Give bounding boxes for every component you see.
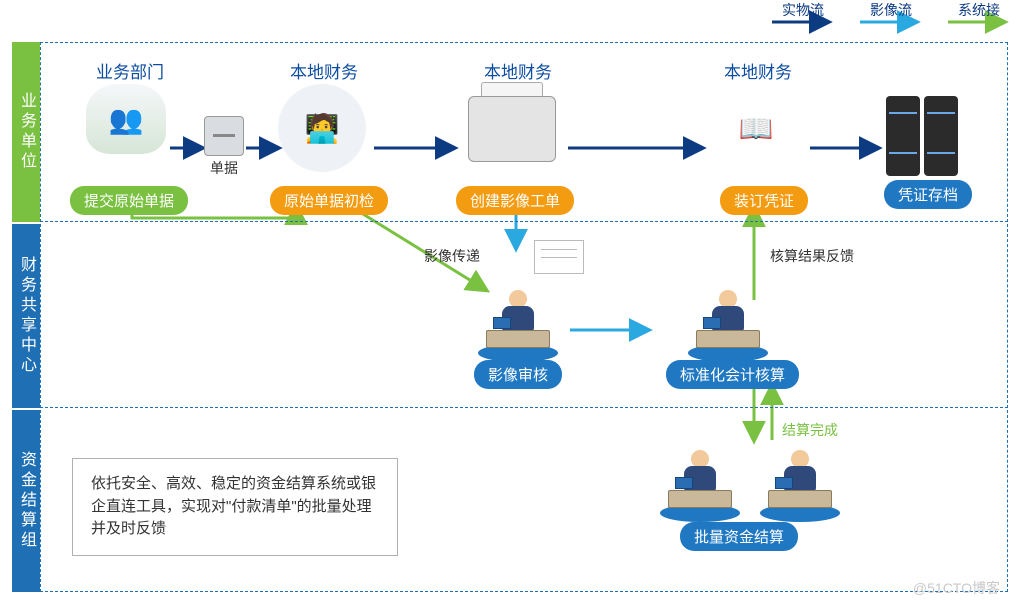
- edge-image-transfer: 影像传递: [424, 246, 480, 266]
- node-bind-voucher: 装订凭证: [720, 186, 808, 215]
- node-image-review: 影像审核: [474, 360, 562, 389]
- worker-review: [478, 290, 558, 362]
- server-icon-1: [886, 96, 920, 176]
- edge-audit-feedback: 核算结果反馈: [770, 246, 854, 266]
- server-icon-2: [924, 96, 958, 176]
- legend-system-label: 系统接: [958, 0, 1000, 20]
- printer-icon: [468, 96, 556, 162]
- header-local1: 本地财务: [290, 58, 358, 83]
- node-initial-check: 原始单据初检: [270, 186, 388, 215]
- people-icon: 👥: [86, 84, 166, 154]
- node-batch-settlement: 批量资金结算: [680, 522, 798, 551]
- note-box: 依托安全、高效、稳定的资金结算系统或银企直连工具，实现对"付款清单"的批量处理并…: [72, 458, 398, 556]
- legend-physical-label: 实物流: [782, 0, 824, 20]
- drive-icon: [204, 116, 244, 156]
- diagram-canvas: 实物流 影像流 系统接 业务单位 财务共享中心 资金结算组 业务部门 本地财务 …: [0, 0, 1014, 604]
- header-local2: 本地财务: [484, 58, 552, 83]
- worker-settle-1: [660, 450, 740, 522]
- lane3-title: 资金结算组: [12, 410, 40, 592]
- lane1-title: 业务单位: [12, 42, 40, 222]
- lane2-title: 财务共享中心: [12, 224, 40, 408]
- node-std-accounting: 标准化会计核算: [666, 360, 799, 389]
- node-voucher-archive: 凭证存档: [884, 180, 972, 209]
- node-submit-original: 提交原始单据: [70, 186, 188, 215]
- header-local3: 本地财务: [724, 58, 792, 83]
- edge-settle-done: 结算完成: [782, 420, 838, 440]
- edge-bill-label: 单据: [210, 158, 238, 178]
- binder-icon: 📖: [710, 84, 802, 172]
- document-icon: [534, 240, 584, 274]
- worker-settle-2: [760, 450, 840, 522]
- legend-image-label: 影像流: [870, 0, 912, 20]
- clerk-icon: 🧑‍💻: [278, 84, 366, 172]
- worker-accounting: [688, 290, 768, 362]
- header-dept: 业务部门: [96, 58, 164, 83]
- node-create-image-wo: 创建影像工单: [456, 186, 574, 215]
- watermark: @51CTO博客: [913, 578, 1000, 598]
